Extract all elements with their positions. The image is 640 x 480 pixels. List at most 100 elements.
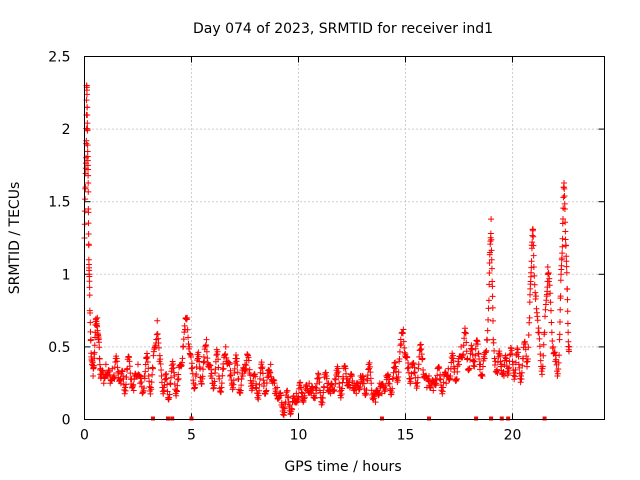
data-point bbox=[474, 416, 479, 421]
data-point bbox=[561, 185, 568, 192]
data-point bbox=[252, 373, 259, 380]
data-point bbox=[524, 356, 531, 363]
data-point bbox=[259, 364, 266, 371]
data-point bbox=[489, 416, 494, 421]
data-point bbox=[536, 343, 543, 350]
data-point bbox=[500, 368, 507, 375]
data-point bbox=[114, 358, 121, 365]
data-point bbox=[256, 381, 263, 388]
data-point bbox=[537, 357, 544, 364]
data-point bbox=[490, 339, 497, 346]
data-point bbox=[96, 361, 103, 368]
data-point bbox=[555, 365, 562, 372]
data-point bbox=[528, 258, 535, 265]
data-point bbox=[559, 235, 566, 242]
data-point bbox=[213, 352, 220, 359]
data-point bbox=[143, 354, 150, 361]
data-point bbox=[91, 342, 98, 349]
data-point bbox=[486, 260, 493, 267]
data-point bbox=[427, 383, 434, 390]
data-point bbox=[245, 357, 252, 364]
data-point bbox=[85, 188, 92, 195]
data-point bbox=[489, 283, 496, 290]
data-point bbox=[263, 379, 270, 386]
data-point bbox=[530, 233, 537, 240]
data-point bbox=[532, 289, 539, 296]
data-point bbox=[285, 393, 292, 400]
data-point bbox=[340, 373, 347, 380]
data-point bbox=[545, 269, 552, 276]
data-point bbox=[256, 387, 263, 394]
data-point bbox=[494, 359, 501, 366]
data-point bbox=[303, 382, 310, 389]
data-point bbox=[199, 373, 206, 380]
data-point bbox=[192, 381, 199, 388]
data-point bbox=[181, 329, 188, 336]
data-point bbox=[531, 281, 538, 288]
data-point bbox=[90, 362, 97, 369]
data-point bbox=[410, 359, 417, 366]
data-point bbox=[549, 345, 556, 352]
data-point bbox=[546, 282, 553, 289]
data-point bbox=[149, 371, 156, 378]
data-point bbox=[267, 369, 274, 376]
data-point bbox=[188, 353, 195, 360]
data-point bbox=[85, 166, 92, 173]
data-point bbox=[173, 392, 180, 399]
data-point bbox=[382, 383, 389, 390]
data-point bbox=[555, 359, 562, 366]
data-point bbox=[215, 356, 222, 363]
data-point bbox=[219, 372, 226, 379]
data-point bbox=[527, 291, 534, 298]
data-point bbox=[85, 172, 92, 179]
data-point bbox=[85, 209, 92, 216]
data-point bbox=[170, 416, 175, 421]
data-point bbox=[316, 379, 323, 386]
data-point bbox=[563, 269, 570, 276]
data-point bbox=[214, 348, 221, 355]
data-point bbox=[164, 388, 171, 395]
data-point bbox=[145, 365, 152, 372]
data-point bbox=[530, 264, 537, 271]
data-point bbox=[414, 374, 421, 381]
data-point bbox=[85, 241, 92, 248]
data-point bbox=[463, 348, 470, 355]
data-point bbox=[528, 269, 535, 276]
data-point bbox=[484, 327, 491, 334]
data-point bbox=[338, 391, 345, 398]
data-point bbox=[196, 358, 203, 365]
data-points bbox=[81, 82, 573, 421]
data-point bbox=[476, 366, 483, 373]
data-point bbox=[565, 348, 572, 355]
data-point bbox=[392, 363, 399, 370]
data-point bbox=[218, 388, 225, 395]
data-point bbox=[237, 389, 244, 396]
y-tick-label: 1.5 bbox=[48, 195, 70, 211]
data-point bbox=[331, 386, 338, 393]
data-point bbox=[470, 362, 477, 369]
data-point bbox=[462, 330, 469, 337]
data-point bbox=[476, 356, 483, 363]
data-point bbox=[466, 365, 473, 372]
data-point bbox=[140, 385, 147, 392]
data-point bbox=[503, 357, 510, 364]
data-point bbox=[200, 353, 207, 360]
data-point bbox=[297, 379, 304, 386]
data-point bbox=[488, 236, 495, 243]
data-point bbox=[193, 371, 200, 378]
data-point bbox=[165, 416, 170, 421]
data-point bbox=[561, 193, 568, 200]
data-point bbox=[250, 377, 257, 384]
data-point bbox=[563, 263, 570, 270]
data-point bbox=[153, 331, 160, 338]
y-axis-label: SRMTID / TECUs bbox=[7, 182, 23, 295]
data-point bbox=[558, 262, 565, 269]
data-point bbox=[185, 334, 192, 341]
data-point bbox=[258, 359, 265, 366]
data-point bbox=[162, 371, 169, 378]
data-point bbox=[198, 381, 205, 388]
data-point bbox=[556, 331, 563, 338]
data-point bbox=[484, 337, 491, 344]
data-point bbox=[557, 295, 564, 302]
data-point bbox=[486, 269, 493, 276]
